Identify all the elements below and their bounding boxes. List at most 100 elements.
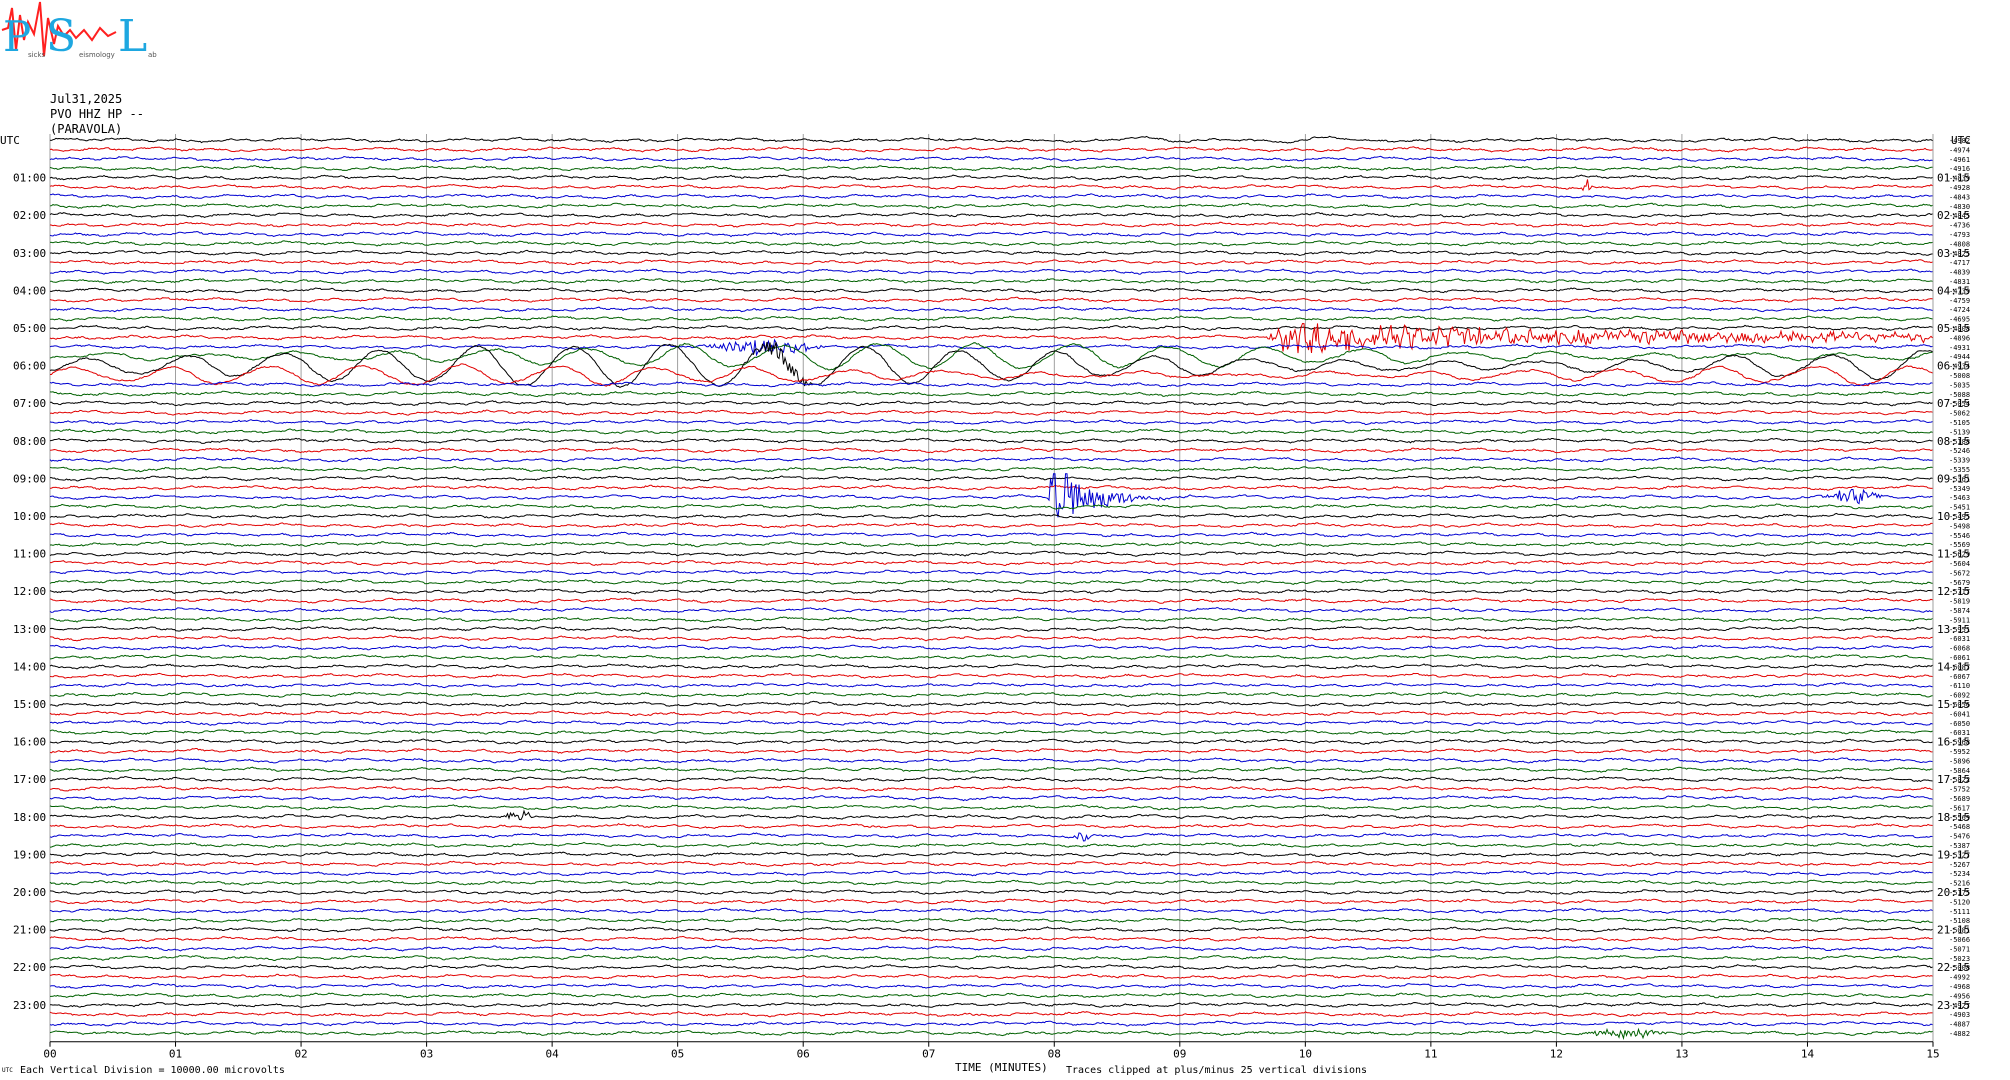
trace-offset-label: -5498 [1949, 522, 1970, 530]
x-tick-label: 07 [922, 1048, 935, 1061]
trace-offset-label: -6031 [1949, 635, 1970, 643]
left-hour-label: 11:00 [13, 548, 46, 561]
trace-offset-label: -5569 [1949, 541, 1970, 549]
trace-offset-label: -5468 [1949, 823, 1970, 831]
trace-offset-label: -6068 [1949, 645, 1970, 653]
seismic-trace [49, 888, 1933, 896]
seismic-trace [49, 907, 1933, 914]
right-hour-label: 09:15 [1937, 472, 1970, 485]
x-tick-label: 03 [420, 1048, 433, 1061]
trace-offset-label: -5495 [1949, 513, 1970, 521]
seismic-trace [49, 822, 1933, 830]
seismic-trace [49, 917, 1933, 924]
seismic-trace [49, 341, 1933, 388]
right-hour-label: 08:15 [1937, 435, 1970, 448]
seismic-trace [49, 898, 1933, 905]
plot-axes: -4982-4974-4961-4916-4839-4928-4843-4830… [0, 134, 1971, 1061]
trace-offset-label: -4739 [1949, 287, 1970, 295]
trace-offset-label: -4887 [1949, 1021, 1970, 1029]
trace-offset-label: -5175 [1949, 889, 1970, 897]
trace-offset-label: -5604 [1949, 560, 1970, 568]
logo-red-seismogram-icon [1, 1, 117, 57]
seismic-trace [49, 446, 1933, 454]
trace-offset-label: -5951 [1949, 626, 1970, 634]
trace-offset-label: -5188 [1949, 438, 1970, 446]
trace-offset-label: -5008 [1949, 964, 1970, 972]
trace-offset-label: -4974 [1949, 146, 1970, 154]
trace-offset-label: -4717 [1949, 259, 1970, 267]
trace-offset-label: -6092 [1949, 692, 1970, 700]
logo-letter-s: S [46, 11, 76, 62]
trace-offset-label: -5081 [1949, 927, 1970, 935]
seismic-trace [49, 587, 1933, 595]
seismic-trace [49, 418, 1933, 426]
trace-offset-label: -5008 [1949, 372, 1970, 380]
seismic-trace [49, 473, 1933, 518]
seismic-trace [49, 230, 1933, 238]
seismic-trace [49, 381, 1933, 388]
right-hour-label: 21:15 [1937, 924, 1970, 937]
x-tick-label: 09 [1173, 1048, 1186, 1061]
trace-offset-label: -5896 [1949, 757, 1970, 765]
seismic-trace [49, 926, 1933, 933]
x-tick-label: 13 [1675, 1048, 1688, 1061]
trace-offset-label: -5035 [1949, 381, 1970, 389]
trace-offset-label: -5387 [1949, 842, 1970, 850]
right-hour-label: 19:15 [1937, 848, 1970, 861]
trace-offset-label: -4736 [1949, 222, 1970, 230]
x-tick-label: 15 [1926, 1048, 1939, 1061]
trace-offset-label: -4916 [1949, 165, 1970, 173]
trace-offset-label: -4961 [1949, 156, 1970, 164]
left-hour-label: 06:00 [13, 360, 46, 373]
seismic-trace [49, 541, 1933, 548]
trace-offset-label: -4825 [1949, 250, 1970, 258]
seismic-trace [49, 135, 1933, 144]
trace-offset-label: -4695 [1949, 316, 1970, 324]
seismic-trace [49, 879, 1933, 886]
trace-offset-label: -6110 [1949, 682, 1970, 690]
seismic-trace [49, 437, 1933, 444]
trace-offset-label: -4928 [1949, 184, 1970, 192]
seismic-trace [49, 794, 1933, 802]
trace-offset-label: -5874 [1949, 607, 1970, 615]
right-hour-label: 12:15 [1937, 585, 1970, 598]
trace-offset-label: -5476 [1949, 833, 1970, 841]
right-hour-label: 20:15 [1937, 886, 1970, 899]
right-hour-label: 03:15 [1937, 247, 1970, 260]
trace-offset-label: -5629 [1949, 551, 1970, 559]
left-hour-label: 02:00 [13, 209, 46, 222]
left-hour-label: 09:00 [13, 472, 46, 485]
trace-offset-label: -4843 [1949, 193, 1970, 201]
seismic-trace [49, 1001, 1933, 1008]
trace-offset-label: -5327 [1949, 851, 1970, 859]
left-hour-label: 08:00 [13, 435, 46, 448]
logo-small-text-3: ab [148, 51, 157, 59]
seismic-traces [49, 135, 1933, 1041]
seismic-trace [49, 728, 1933, 736]
seismic-trace [49, 268, 1933, 275]
left-hour-label: 01:00 [13, 172, 46, 185]
plot-station: (PARAVOLA) [50, 122, 123, 136]
trace-offset-label: -5139 [1949, 428, 1970, 436]
seismic-trace [49, 860, 1933, 867]
seismic-trace [49, 719, 1933, 726]
trace-offset-label: -5689 [1949, 795, 1970, 803]
seismic-trace [49, 578, 1933, 585]
trace-offset-label: -4759 [1949, 297, 1970, 305]
x-tick-label: 14 [1801, 1048, 1815, 1061]
x-axis-label: TIME (MINUTES) [955, 1061, 1048, 1074]
seismic-trace [50, 428, 1933, 435]
trace-offset-label: -5088 [1949, 391, 1970, 399]
seismic-trace [49, 747, 1933, 755]
seismic-trace [49, 155, 1933, 162]
seismic-trace [49, 531, 1933, 538]
trace-offset-label: -5679 [1949, 579, 1970, 587]
logo-small-text-1: sicks [28, 51, 45, 59]
seismic-trace [49, 945, 1933, 952]
trace-offset-label: -5108 [1949, 917, 1970, 925]
trace-offset-label: -6031 [1949, 729, 1970, 737]
seismic-trace [49, 322, 1933, 354]
trace-offset-label: -6087 [1949, 663, 1970, 671]
trace-offset-label: -5361 [1949, 475, 1970, 483]
logo-letter-l: L [118, 11, 147, 62]
